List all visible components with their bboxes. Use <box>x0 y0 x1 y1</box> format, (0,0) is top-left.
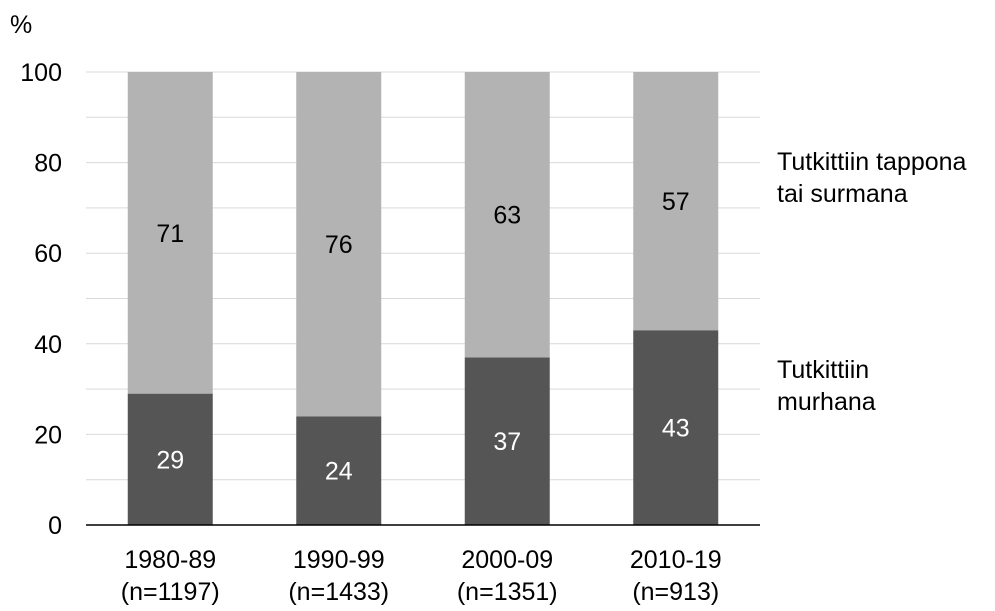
legend-label: Tutkittiin tappona <box>777 148 967 176</box>
x-tick-label: (n=913) <box>632 578 719 606</box>
bar-segment <box>464 357 550 525</box>
x-tick-label: (n=1197) <box>121 578 220 606</box>
data-label: 29 <box>156 446 184 474</box>
data-label: 76 <box>325 231 353 259</box>
y-tick-label: 40 <box>34 331 62 359</box>
y-tick-label: 60 <box>34 240 62 268</box>
x-axis-labels: 1980-89 (n=1197) 1990-99 (n=1433) 2000-09 (n=… <box>121 546 722 606</box>
y-tick-label: 20 <box>34 421 62 449</box>
bar-segment <box>127 393 213 525</box>
x-tick-label: 2010-19 <box>630 546 722 574</box>
bar-segment <box>464 72 550 358</box>
bar-segment <box>296 72 382 417</box>
x-tick-label: 1990-99 <box>293 546 385 574</box>
x-tick-label: (n=1433) <box>288 578 389 606</box>
bar-segment <box>633 72 719 331</box>
bar-segment <box>633 330 719 525</box>
legend-label: tai surmana <box>777 180 908 208</box>
data-label: 71 <box>156 220 184 248</box>
data-label: 37 <box>493 428 521 456</box>
x-tick-label: 1980-89 <box>124 546 216 574</box>
y-tick-label: 100 <box>20 59 62 87</box>
data-label: 43 <box>662 415 690 443</box>
bar-segment <box>296 416 382 525</box>
y-tick-label: 0 <box>48 512 62 540</box>
legend-label: murhana <box>777 388 876 416</box>
y-tick-label: 80 <box>34 150 62 178</box>
legend-label: Tutkittiin <box>777 356 869 384</box>
bars: 29 71 24 76 37 63 43 57 <box>127 72 719 525</box>
data-label: 24 <box>325 458 353 486</box>
data-label: 57 <box>662 188 690 216</box>
y-axis-ticks: 0 20 40 60 80 100 <box>20 59 62 540</box>
data-label: 63 <box>493 202 521 230</box>
legend: Tutkittiin murhana Tutkittiin tappona tai s… <box>777 148 967 416</box>
x-tick-label: (n=1351) <box>457 578 558 606</box>
bar-segment <box>127 72 213 394</box>
y-axis-unit: % <box>10 11 32 39</box>
x-tick-label: 2000-09 <box>461 546 553 574</box>
